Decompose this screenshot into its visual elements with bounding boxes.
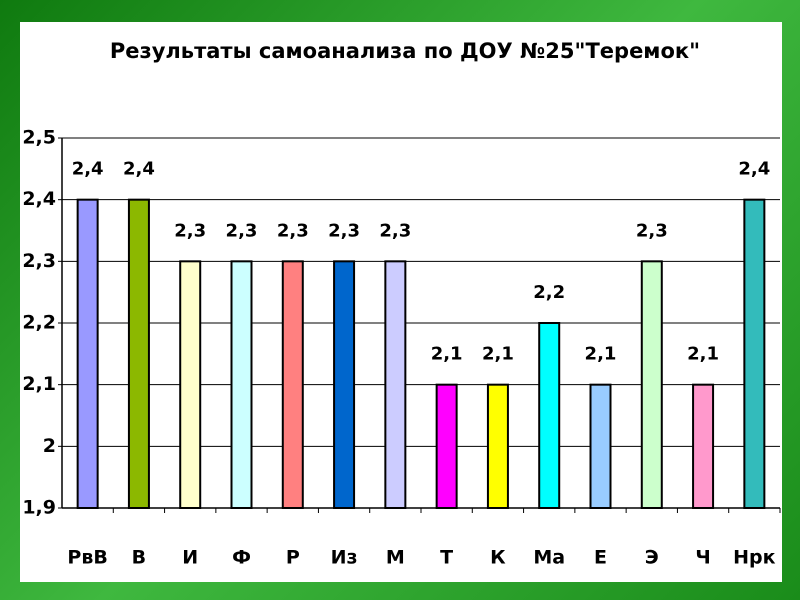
chart-title: Результаты самоанализа по ДОУ №25"Теремо… <box>110 39 700 63</box>
x-tick-label: Ф <box>232 547 251 569</box>
bar <box>281 260 304 509</box>
y-tick-label: 2,1 <box>22 373 56 395</box>
y-tick-label: 2,3 <box>22 250 56 272</box>
y-tick-label: 2,4 <box>22 188 56 210</box>
x-tick-label: М <box>386 547 405 569</box>
bar <box>692 383 715 509</box>
value-label: 2,3 <box>636 220 668 241</box>
x-tick-label: Ма <box>533 547 565 569</box>
bar <box>384 260 407 509</box>
x-tick-label: РвВ <box>67 547 107 569</box>
x-tick-label: Э <box>645 547 659 569</box>
bar <box>640 260 663 509</box>
bar <box>538 322 561 509</box>
value-label: 2,4 <box>738 159 770 180</box>
bar <box>486 383 509 509</box>
chart: Результаты самоанализа по ДОУ №25"Теремо… <box>20 22 782 582</box>
value-label: 2,1 <box>687 344 719 365</box>
bar <box>743 198 766 510</box>
x-tick-label: И <box>182 547 198 569</box>
x-tick-label: Е <box>594 547 607 569</box>
y-tick-label: 2 <box>43 435 56 457</box>
x-tick-label: Ч <box>695 547 710 569</box>
value-label: 2,3 <box>226 220 258 241</box>
bar <box>76 198 99 510</box>
y-tick-label: 1,9 <box>22 497 56 519</box>
x-tick-label: Т <box>440 547 453 569</box>
value-label: 2,3 <box>277 220 309 241</box>
y-tick-label: 2,2 <box>22 312 56 334</box>
bar <box>230 260 253 509</box>
value-label: 2,3 <box>328 220 360 241</box>
value-label: 2,4 <box>123 159 155 180</box>
value-label: 2,3 <box>174 220 206 241</box>
x-tick-label: В <box>132 547 146 569</box>
value-label: 2,1 <box>482 344 514 365</box>
bar <box>435 383 458 509</box>
value-label: 2,3 <box>379 220 411 241</box>
x-tick-label: Р <box>286 547 300 569</box>
x-tick-label: Нрк <box>733 547 776 569</box>
bar <box>179 260 202 509</box>
value-label: 2,4 <box>72 159 104 180</box>
value-label: 2,2 <box>533 282 565 303</box>
value-label: 2,1 <box>585 344 617 365</box>
x-tick-label: К <box>490 547 506 569</box>
bar <box>127 198 150 510</box>
value-label: 2,1 <box>431 344 463 365</box>
bar <box>589 383 612 509</box>
y-tick-label: 2,5 <box>22 127 56 149</box>
x-tick-label: Из <box>331 547 358 569</box>
bar <box>333 260 356 509</box>
